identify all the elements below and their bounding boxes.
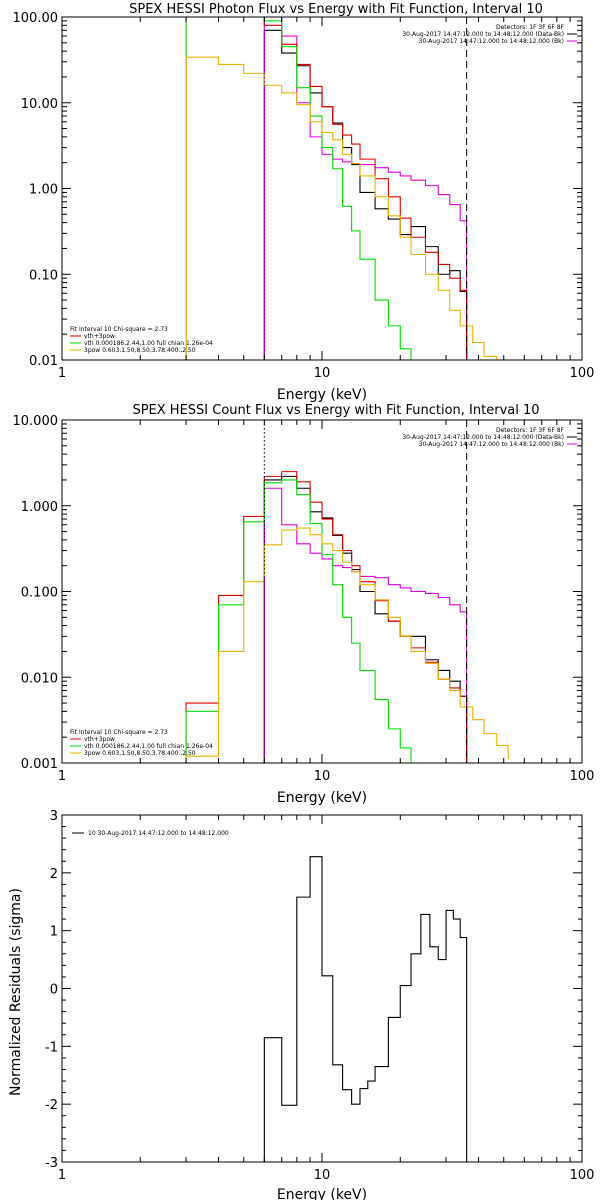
count-flux-series-vth [185,479,426,763]
residuals-xtick-label: 10 [314,1168,331,1183]
photon-flux-xlabel: Energy (keV) [277,387,367,403]
residuals-xtick-label: 100 [570,1168,595,1183]
count-flux-series-layer [185,471,509,763]
photon-flux-series-layer [185,17,509,360]
residuals-ytick-label: -1 [45,1040,58,1055]
count-flux-legend-entry: 30-Aug-2017 14:47:12.000 to 14:48:12.000… [402,434,564,441]
photon-flux-legend-entry: Detectors: 1F 3F 6F 8F [496,24,565,31]
residuals-ytick-label: 0 [50,983,58,998]
photon-flux-legend-entry: vth+3pow [84,333,115,340]
photon-flux-ytick-label: 1.00 [29,183,58,198]
residuals-legend-entry: 10 30-Aug-2017 14:47:12.000 to 14:48:12.… [88,830,229,837]
photon-flux-legend-entry: vth 0.000186,2.44,1.00 full chian 1.26e-… [84,340,213,347]
photon-flux-series-data-bk [263,29,468,360]
count-flux-legend-entry: Fit Interval 10 Chi-square = 2.73 [70,729,168,736]
count-flux-xtick-label: 10 [314,769,331,784]
residuals-series-10-30-aug-2017-14-47-12- [263,856,468,1162]
residuals-xtick-label: 1 [58,1168,66,1183]
residuals-ytick-label: 3 [50,809,58,824]
photon-flux-legend-entry: 3pow 0.603,1.50,8.50,3.78,400.,2.50 [84,347,196,354]
count-flux-xtick-label: 1 [58,769,66,784]
residuals-ytick-label: -2 [45,1098,58,1113]
photon-flux-panel: SPEX HESSI Photon Flux vs Energy with Fi… [13,2,595,403]
count-flux-series-3pow [185,527,509,763]
residuals-panel: 1 10 100 -3 -2 -1 0 1 2 3 10 30-Aug-2017 14:47:12.… [8,809,594,1200]
count-flux-legend-entry: vth+3pow [84,736,115,743]
count-flux-title: SPEX HESSI Count Flux vs Energy with Fit… [132,403,539,418]
count-flux-ytick-label: 0.100 [21,586,58,601]
photon-flux-title: SPEX HESSI Photon Flux vs Energy with Fi… [129,2,543,17]
count-flux-panel: SPEX HESSI Count Flux vs Energy with Fit… [13,403,595,806]
photon-flux-series-3pow [185,56,509,360]
residuals-ytick-label: -3 [45,1156,58,1171]
count-flux-plot-area: 1 10 100 0.001 0.010 0.100 1.000 10.000 Detector… [13,414,595,784]
residuals-legend-top-left: 10 30-Aug-2017 14:47:12.000 to 14:48:12.… [72,830,229,837]
count-flux-ytick-label: 10.000 [13,414,59,429]
count-flux-legend-entry: Detectors: 1F 3F 6F 8F [496,427,565,434]
residuals-ylabel: Normalized Residuals (sigma) [8,888,24,1096]
photon-flux-ytick-label: 10.00 [21,97,58,112]
count-flux-legend-bottom-left: Fit Interval 10 Chi-square = 2.73vth+3po… [70,729,213,757]
photon-flux-legend-bottom-left: Fit Interval 10 Chi-square = 2.73vth+3po… [70,326,213,354]
count-flux-ytick-label: 1.000 [21,500,58,515]
photon-flux-series-bk [263,17,468,360]
count-flux-series-data-bk [263,475,468,763]
photon-flux-legend-entry: 30-Aug-2017 14:47:12.000 to 14:48:12.000… [402,31,564,38]
count-flux-legend-entry: vth 0.000186,2.44,1.00 full chian 1.26e-… [84,743,213,750]
photon-flux-ytick-label: 0.10 [29,268,58,283]
count-flux-ytick-label: 0.010 [21,671,58,686]
count-flux-ytick-label: 0.001 [21,757,58,772]
photon-flux-series-vth [185,17,439,360]
count-flux-xlabel: Energy (keV) [277,790,367,806]
residuals-ytick-label: 1 [50,925,58,940]
photon-flux-xtick-label: 100 [570,366,595,381]
photon-flux-xtick-label: 1 [58,366,66,381]
photon-flux-ytick-label: 100.00 [13,11,59,26]
photon-flux-legend-entry: 30-Aug-2017 14:47:12.000 to 14:48:12.000… [419,38,564,45]
residuals-xlabel: Energy (keV) [277,1187,367,1200]
count-flux-legend-entry: 3pow 0.603,1.50,8.50,3.78,400.,2.50 [84,750,196,757]
count-flux-xtick-label: 100 [570,769,595,784]
residuals-ytick-label: 2 [50,867,58,882]
photon-flux-xtick-label: 10 [314,366,331,381]
photon-flux-plot-area: 1 10 100 0.01 0.10 1.00 10.00 100.00 Detectors: … [13,11,595,381]
residuals-plot-area: 1 10 100 -3 -2 -1 0 1 2 3 10 30-Aug-2017 14:47:12.… [45,809,594,1183]
count-flux-series-bk [263,487,468,763]
photon-flux-legend-entry: Fit Interval 10 Chi-square = 2.73 [70,326,168,333]
photon-flux-ytick-label: 0.01 [29,354,58,369]
residuals-series-layer [263,856,468,1162]
count-flux-legend-entry: 30-Aug-2017 14:47:12.000 to 14:48:12.000… [419,441,564,448]
